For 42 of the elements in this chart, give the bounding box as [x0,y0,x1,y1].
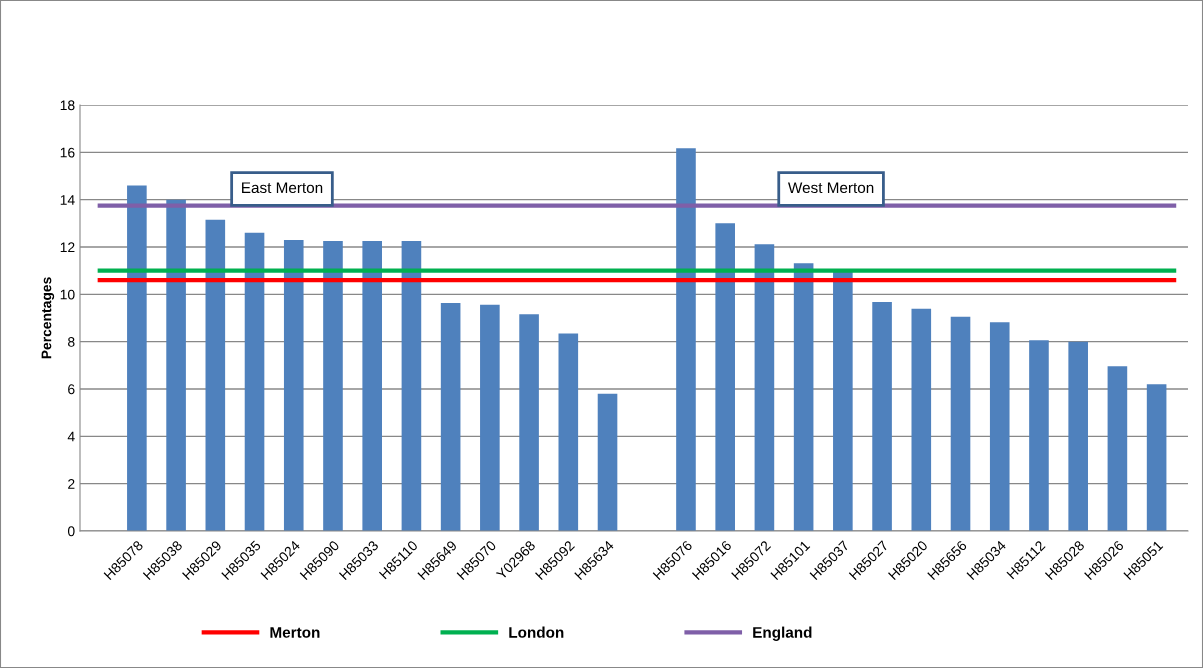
bar [1146,384,1167,531]
y-tick-label: 8 [68,337,75,347]
bar [1068,341,1088,531]
bar [950,316,971,531]
annotation: East Merton [242,182,323,194]
bar [480,304,500,531]
bar [401,241,422,531]
bar [1107,366,1128,531]
bar [715,223,735,531]
y-tick-label: 14 [60,195,75,205]
y-tick-label: 4 [67,431,75,442]
legend-label: London [509,626,564,638]
bar [127,185,147,531]
bar [283,239,304,531]
bar [833,271,853,531]
y-tick-label: 6 [68,384,75,395]
bar [244,232,265,531]
bar [989,322,1010,531]
bar [597,393,618,531]
bar [1029,340,1049,531]
y-tick-label: 16 [60,147,75,158]
y-tick-label: 10 [60,289,75,300]
bar [793,263,814,531]
y-axis-title: Percentages [41,277,55,359]
bar [872,301,892,531]
bar [911,308,932,531]
bar [440,303,461,531]
bar [519,314,539,531]
y-tick-label: 0 [67,526,75,537]
bar [166,199,186,531]
y-tick-label: 12 [60,242,75,253]
bar [558,333,579,531]
bar [323,241,343,531]
y-tick-label: 2 [68,479,75,489]
bar [676,148,696,531]
bar [205,219,226,531]
annotation: West Merton [787,182,874,194]
bar [362,241,382,531]
y-tick-label: 18 [60,100,75,111]
bar [754,244,775,531]
legend-label: Merton [270,627,320,638]
legend-label: England [753,626,812,641]
